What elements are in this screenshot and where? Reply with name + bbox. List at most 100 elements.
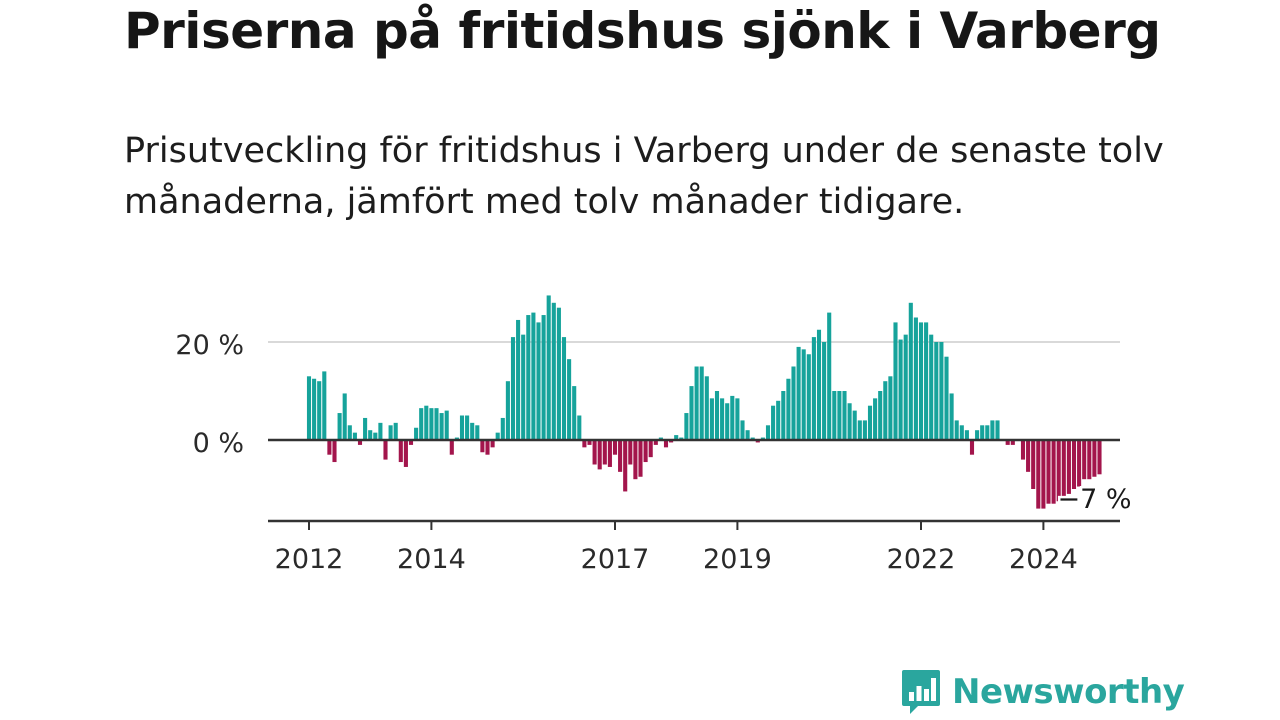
bar [516,319,521,440]
bar [980,425,985,440]
bar [480,440,485,453]
bar [500,417,505,440]
bar [623,440,628,492]
bar [1097,440,1102,475]
bar [470,422,475,440]
bar [883,381,888,440]
bar [995,420,1000,440]
bar [1056,440,1061,502]
bar [383,440,388,460]
bar [1026,440,1031,472]
bar [852,410,857,440]
bar [725,403,730,440]
bar [944,356,949,440]
bar [745,430,750,440]
bar [735,398,740,440]
bar [1061,440,1066,497]
bar [357,440,363,445]
bar [918,322,924,440]
bar [699,366,704,440]
bar [429,408,434,440]
bar [607,440,612,467]
bar [888,376,893,440]
bar [694,366,699,440]
bar-chart-speech-bubble-icon [902,670,940,714]
bar [317,381,322,440]
bar [801,349,806,440]
bar [403,440,408,467]
bar [572,386,577,440]
bar [1046,440,1051,504]
bar [577,415,582,440]
bar [1020,440,1026,460]
bar [587,440,592,445]
bar [862,420,867,440]
bar [398,440,403,463]
bar [674,435,679,440]
x-tick-label: 2024 [1009,544,1078,575]
newsworthy-logo: Newsworthy [900,668,1185,716]
bar [898,339,903,440]
bar [1010,440,1015,445]
bar [1077,440,1082,487]
bar [903,334,908,440]
bar [1066,440,1071,494]
bar [1082,440,1087,480]
bar [985,425,990,440]
bar [526,315,531,440]
bar [873,398,878,440]
bar [567,359,572,440]
bar [806,354,811,440]
bar [964,430,969,440]
bar [709,398,714,440]
bar [556,307,561,440]
bar [1092,440,1097,477]
bar [796,346,801,440]
bar [322,371,327,440]
bar [419,408,424,440]
bar [954,420,959,440]
bar [612,440,618,455]
bar [816,329,822,440]
bar [388,425,393,440]
bar [618,440,623,472]
bar [541,315,546,440]
bar [337,413,342,440]
bar [439,413,444,440]
bar [827,312,832,440]
bar [521,334,526,440]
bar [531,312,536,440]
bar [633,440,638,480]
bar [822,342,827,440]
bar [643,440,648,463]
bar [1087,440,1092,480]
bar [689,386,694,440]
bar [653,440,658,445]
bar [771,405,776,440]
bar [602,440,607,465]
bar [347,425,352,440]
bar [786,378,791,440]
bar [1031,440,1036,489]
bar [648,440,653,458]
chart-title: Priserna på fritidshus sjönk i Varberg [124,2,1161,60]
bar [740,420,745,440]
bar [485,440,490,455]
bar [1041,440,1046,509]
bar [811,337,816,440]
last-value-annotation: −7 % [1057,484,1131,515]
bar [378,422,383,440]
bar [373,432,378,440]
bar [444,410,449,440]
bar [765,425,771,440]
bar [628,440,633,465]
bar [434,408,439,440]
y-tick-label: 0 % [193,428,244,459]
bar [490,440,495,448]
logo-text: Newsworthy [952,672,1185,712]
bar [327,440,332,455]
bar [465,415,470,440]
bar [342,393,347,440]
bar [929,334,934,440]
x-tick-label: 2014 [397,544,466,575]
